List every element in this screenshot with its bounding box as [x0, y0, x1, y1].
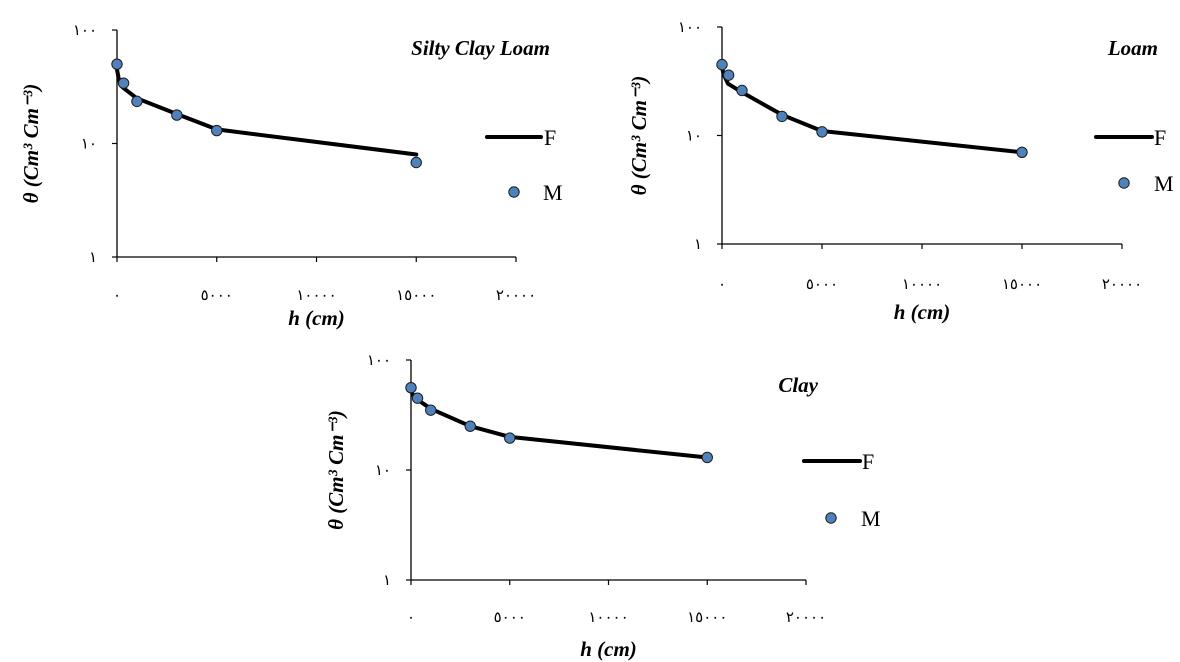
legend-label-M: M: [1154, 171, 1174, 196]
series-M-point: [737, 85, 747, 95]
series-M-point: [406, 382, 416, 392]
series-M-point: [1017, 147, 1027, 157]
y-tick-label: ١٠٠: [73, 21, 97, 39]
x-tick-label: ١٠٠٠٠: [296, 286, 336, 304]
x-tick-label: ١٠٠٠٠: [902, 275, 942, 293]
series-M-point: [112, 59, 122, 69]
legend-label-F: F: [544, 125, 556, 150]
y-tick-label: ١٠: [686, 127, 702, 145]
chart-panel-1: ١ ١٠ ١٠٠ ٠ ٥٠٠٠ ١٠٠٠٠ ١٥٠٠٠ ٢٠٠٠٠ h (cm) θ (Cm³ C…: [19, 21, 563, 330]
y-tick-label: ١٠: [375, 461, 391, 479]
x-tick-label: ١٥٠٠٠: [687, 608, 727, 626]
x-tick-label: ١٠٠٠٠: [588, 608, 628, 626]
legend-label-M: M: [543, 180, 563, 205]
x-tick-label: ٥٠٠٠: [201, 286, 233, 304]
y-tick-label: ١٠٠: [367, 351, 391, 369]
legend-label-F: F: [1154, 125, 1166, 150]
series-F-line: [722, 68, 1022, 152]
y-axis-title: θ (Cm³ Cm⁻³): [19, 84, 43, 204]
y-tick-label: ١٠: [81, 135, 97, 153]
y-axis-title: θ (Cm³ Cm⁻³): [324, 410, 348, 530]
legend-marker-swatch: [826, 513, 836, 523]
x-tick-label: ٥٠٠٠: [494, 608, 526, 626]
x-axis-title: h (cm): [288, 306, 345, 330]
x-tick-label: ١٥٠٠٠: [1002, 275, 1042, 293]
x-tick-label: ٥٠٠٠: [806, 275, 838, 293]
series-M-point: [465, 421, 475, 431]
series-M-point: [702, 452, 712, 462]
y-tick-label: ١٠٠: [678, 18, 702, 36]
legend: FM: [804, 449, 881, 531]
y-tick-label: ١: [383, 571, 391, 589]
x-tick-label: ٠: [718, 275, 726, 293]
y-tick-label: ١: [694, 235, 702, 253]
y-axis-title: θ (Cm³ Cm⁻³): [627, 76, 651, 196]
legend: FM: [487, 125, 563, 205]
legend-label-M: M: [861, 506, 881, 531]
y-tick-label: ١: [89, 248, 97, 266]
chart-panel-3: ١ ١٠ ١٠٠ ٠ ٥٠٠٠ ١٠٠٠٠ ١٥٠٠٠ ٢٠٠٠٠ h (cm) θ (Cm³ C…: [324, 351, 881, 661]
x-tick-label: ٢٠٠٠٠: [1102, 275, 1142, 293]
series-M-point: [723, 70, 733, 80]
legend-marker-swatch: [1119, 178, 1129, 188]
series-M-point: [777, 111, 787, 121]
series-M-point: [505, 433, 515, 443]
x-tick-label: ٢٠٠٠٠: [496, 286, 536, 304]
panel-title: Clay: [778, 373, 818, 397]
series-M-point: [412, 393, 422, 403]
x-tick-label: ٠: [407, 608, 415, 626]
series-M-point: [717, 59, 727, 69]
series-M-point: [426, 405, 436, 415]
series-F-line: [117, 69, 416, 154]
panel-title: Loam: [1107, 36, 1158, 60]
chart-panel-2: ١ ١٠ ١٠٠ ٠ ٥٠٠٠ ١٠٠٠٠ ١٥٠٠٠ ٢٠٠٠٠ h (cm) θ (Cm³ C…: [627, 18, 1174, 324]
x-tick-label: ٠: [113, 286, 121, 304]
legend-label-F: F: [862, 449, 874, 474]
series-M-point: [817, 127, 827, 137]
x-tick-label: ٢٠٠٠٠: [786, 608, 826, 626]
series-F-line: [411, 390, 707, 457]
series-M-point: [132, 96, 142, 106]
legend-marker-swatch: [509, 187, 519, 197]
series-M-point: [172, 110, 182, 120]
panel-title: Silty Clay Loam: [411, 36, 550, 60]
series-M-point: [411, 157, 421, 167]
legend: FM: [1096, 125, 1174, 196]
x-axis-title: h (cm): [580, 637, 637, 661]
series-M-point: [118, 78, 128, 88]
series-M-point: [212, 125, 222, 135]
x-axis-title: h (cm): [894, 300, 951, 324]
x-tick-label: ١٥٠٠٠: [396, 286, 436, 304]
